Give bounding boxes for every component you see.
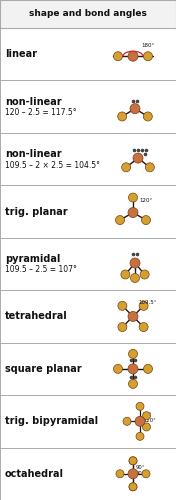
Circle shape — [136, 432, 144, 440]
Circle shape — [115, 216, 124, 224]
Circle shape — [118, 112, 127, 121]
Circle shape — [130, 258, 140, 268]
Circle shape — [130, 274, 140, 282]
Circle shape — [128, 380, 137, 388]
Circle shape — [128, 208, 138, 218]
Text: 90°: 90° — [143, 412, 152, 418]
Circle shape — [128, 469, 138, 479]
Circle shape — [128, 364, 138, 374]
Text: tetrahedral: tetrahedral — [5, 312, 68, 322]
Circle shape — [140, 270, 149, 279]
Circle shape — [129, 457, 137, 465]
Text: pyramidal: pyramidal — [5, 254, 60, 264]
Circle shape — [116, 470, 124, 478]
Bar — [0, 0, 176, 28]
Circle shape — [139, 302, 148, 310]
Circle shape — [143, 52, 152, 60]
Circle shape — [114, 364, 122, 374]
Text: shape and bond angles: shape and bond angles — [29, 10, 147, 18]
Circle shape — [121, 270, 130, 279]
Text: trig. planar: trig. planar — [5, 206, 68, 216]
Text: 109.5 – 2.5 = 107°: 109.5 – 2.5 = 107° — [5, 266, 77, 274]
Circle shape — [143, 364, 152, 374]
Circle shape — [133, 153, 143, 163]
Circle shape — [145, 163, 154, 172]
Circle shape — [135, 416, 145, 426]
Circle shape — [128, 193, 137, 202]
Text: 120 – 2.5 = 117.5°: 120 – 2.5 = 117.5° — [5, 108, 77, 117]
Circle shape — [123, 418, 131, 426]
Text: 120°: 120° — [139, 198, 152, 202]
Circle shape — [128, 51, 138, 61]
Circle shape — [118, 322, 127, 332]
Text: 90°: 90° — [136, 471, 145, 476]
Text: square planar: square planar — [5, 364, 82, 374]
Text: 180°: 180° — [141, 43, 154, 48]
Circle shape — [129, 457, 137, 465]
Circle shape — [114, 52, 122, 60]
Text: trig. bipyramidal: trig. bipyramidal — [5, 416, 98, 426]
Circle shape — [128, 312, 138, 322]
Circle shape — [136, 402, 144, 410]
Circle shape — [118, 302, 127, 310]
Circle shape — [128, 350, 137, 358]
Circle shape — [142, 216, 150, 224]
Text: octahedral: octahedral — [5, 469, 64, 479]
Circle shape — [129, 483, 137, 491]
Text: 90°: 90° — [136, 465, 145, 470]
Circle shape — [122, 163, 131, 172]
Circle shape — [139, 322, 148, 332]
Circle shape — [142, 470, 150, 478]
Text: 120°: 120° — [143, 418, 156, 424]
Circle shape — [130, 104, 140, 114]
Circle shape — [143, 412, 150, 420]
Text: non-linear: non-linear — [5, 96, 62, 106]
Circle shape — [143, 423, 150, 431]
Text: non-linear: non-linear — [5, 149, 62, 159]
Circle shape — [143, 112, 152, 121]
Text: linear: linear — [5, 49, 37, 59]
Text: 109.5°: 109.5° — [138, 300, 156, 306]
Circle shape — [129, 483, 137, 491]
Text: 109.5 – 2 × 2.5 = 104.5°: 109.5 – 2 × 2.5 = 104.5° — [5, 160, 100, 170]
